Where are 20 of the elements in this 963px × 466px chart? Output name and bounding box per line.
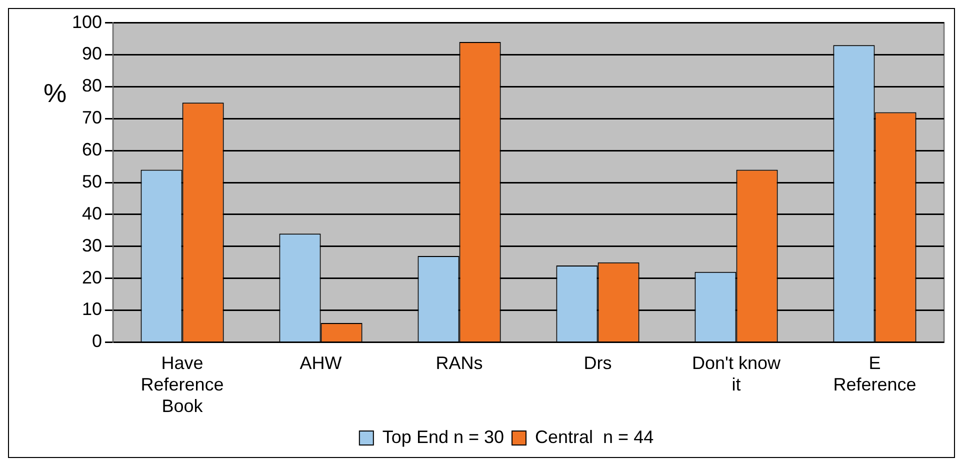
y-tick-label: 0 (92, 331, 102, 352)
y-tick-label: 80 (82, 76, 102, 96)
x-tick-label: E Reference (833, 352, 916, 395)
y-tick-label: 100 (72, 12, 102, 32)
legend-label: Top End n = 30 (382, 426, 504, 447)
y-tick-label: 50 (82, 171, 102, 192)
y-tick-label: 20 (82, 267, 102, 288)
x-tick-label: RANs (436, 352, 483, 373)
y-tick-label: 60 (82, 140, 102, 160)
x-tick-label: AHW (300, 352, 342, 373)
y-tick-label: 70 (82, 108, 102, 128)
y-tick-label: 30 (82, 235, 102, 256)
y-axis-title: % (43, 78, 67, 108)
legend-label: Central n = 44 (535, 426, 654, 447)
x-tick-label: Don't know it (692, 352, 782, 395)
y-tick-label: 40 (82, 203, 102, 224)
y-tick-label: 10 (82, 299, 102, 320)
x-tick-label: Drs (584, 352, 612, 373)
y-tick-label: 90 (82, 44, 102, 64)
x-tick-label: Have Reference Book (140, 352, 224, 416)
